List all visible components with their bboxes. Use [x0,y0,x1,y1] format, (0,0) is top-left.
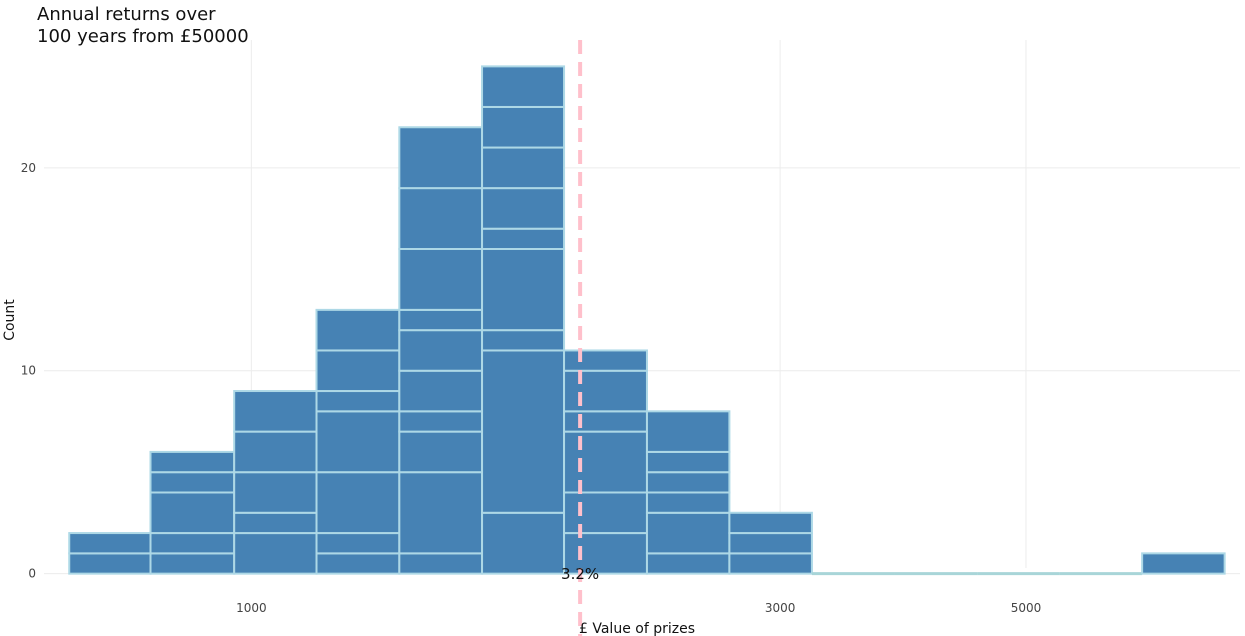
histogram-bar-segment [233,471,318,514]
histogram-bar-segment [563,369,648,413]
histogram-bar-segment [149,491,236,535]
histogram-bar-segment [728,532,813,555]
histogram-bar-segment [728,511,813,535]
histogram-bar-segment [398,410,484,433]
histogram-bar-segment [233,532,318,575]
bars-layer [68,65,1226,576]
histogram-bar-segment [563,430,648,494]
histogram-bar-segment [481,146,566,190]
histogram-bar-segment [233,511,318,535]
histogram-bar-segment [398,247,484,311]
histogram-bar-segment [398,308,484,332]
x-tick-label: 1000 [236,601,267,615]
histogram-bar-segment [481,65,566,108]
x-axis-title: £ Value of prizes [579,621,695,636]
histogram-bar-segment [481,105,566,149]
histogram-bar-segment [149,450,236,474]
histogram-bar-segment [315,532,401,555]
histogram-bar-segment [315,410,401,474]
histogram-bar-segment [563,491,648,535]
histogram-bar-segment [645,511,731,555]
histogram-bar-segment [645,552,731,575]
reference-line-label: 3.2% [561,565,599,583]
histogram-bar-segment [645,450,731,474]
histogram-bar-segment [149,471,236,494]
y-tick-label: 20 [21,161,36,175]
histogram-bar-segment [481,227,566,250]
histogram-bar-segment [481,349,566,514]
histogram-bar-segment [645,410,731,453]
histogram-bar-segment [645,491,731,514]
y-axis-title: Count [2,299,18,341]
histogram-bar-segment [315,349,401,393]
y-tick-label: 10 [21,364,36,378]
histogram-bar-segment [315,308,401,352]
histogram-bar-segment [481,247,566,332]
histogram-bar-segment [233,430,318,474]
x-tick-label: 5000 [1011,601,1042,615]
histogram-bar-segment [1141,552,1226,575]
histogram-bar-segment [315,471,401,535]
histogram-bar-segment [563,349,648,372]
histogram-bar-segment [315,390,401,413]
histogram-bar-segment [728,552,813,575]
histogram-bar-segment [398,329,484,372]
histogram-bar-segment [563,410,648,433]
histogram-bar-segment [149,552,236,575]
histogram-bar-segment [481,329,566,352]
x-tick-label: 3000 [765,601,796,615]
histogram-bar-segment [398,126,484,190]
histogram-bar-segment [398,187,484,250]
histogram-bar-segment [315,552,401,575]
histogram-bar-segment [398,471,484,555]
ticks-layer: 0 10 20 1000 3000 5000 [21,161,1042,615]
histogram-bar-segment [233,390,318,433]
histogram-bar-segment [398,430,484,474]
chart-title: Annual returns over 100 years from £5000… [37,4,249,47]
histogram-bar-segment [481,187,566,230]
histogram-bar-segment [481,511,566,575]
histogram-bar-segment [645,471,731,494]
histogram-bar-segment [149,532,236,555]
histogram-bar-segment [398,369,484,413]
histogram-bar-segment [398,552,484,575]
histogram-bar-segment [68,532,152,555]
histogram-bar-segment [68,552,152,575]
y-tick-label: 0 [28,567,36,581]
